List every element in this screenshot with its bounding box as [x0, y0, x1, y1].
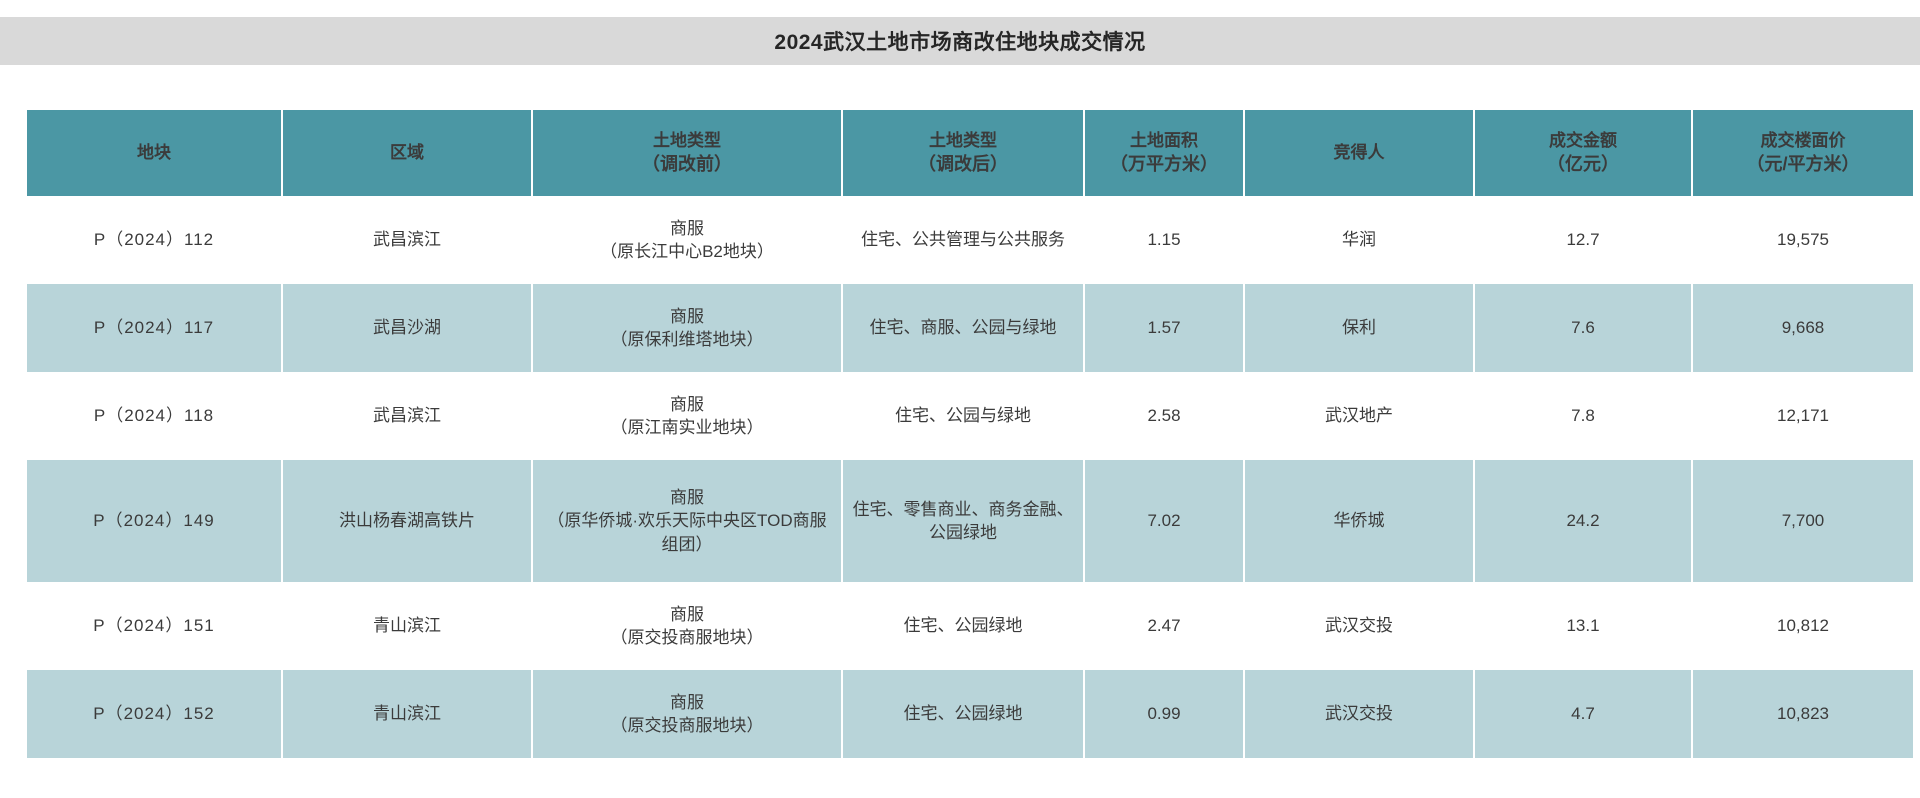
- cell-type-before: 商服 （原保利维塔地块）: [533, 284, 841, 372]
- cell-plot: P（2024）151: [27, 582, 281, 670]
- cell-amount: 7.8: [1475, 372, 1691, 460]
- cell-amount: 7.6: [1475, 284, 1691, 372]
- cell-amount: 12.7: [1475, 196, 1691, 284]
- column-header-buyer-line1: 竞得人: [1333, 143, 1385, 163]
- cell-type-after: 住宅、商服、公园与绿地: [843, 284, 1083, 372]
- column-header-amount: 成交金额 （亿元）: [1475, 110, 1691, 196]
- column-header-type-after-line2: （调改后）: [918, 154, 1008, 175]
- table-row: P（2024）117 武昌沙湖 商服 （原保利维塔地块） 住宅、商服、公园与绿地…: [27, 284, 1913, 372]
- cell-area: 2.47: [1085, 582, 1243, 670]
- cell-type-before-main: 商服: [670, 218, 704, 238]
- cell-district: 青山滨江: [283, 670, 531, 758]
- cell-type-before-main: 商服: [670, 604, 704, 624]
- table-row: P（2024）112 武昌滨江 商服 （原长江中心B2地块） 住宅、公共管理与公…: [27, 196, 1913, 284]
- cell-area: 7.02: [1085, 460, 1243, 582]
- cell-type-after: 住宅、公园绿地: [843, 582, 1083, 670]
- cell-amount: 24.2: [1475, 460, 1691, 582]
- cell-district: 青山滨江: [283, 582, 531, 670]
- cell-type-before-sub: （原保利维塔地块）: [610, 330, 764, 349]
- title-bar: 2024武汉土地市场商改住地块成交情况: [0, 17, 1920, 65]
- page-title: 2024武汉土地市场商改住地块成交情况: [774, 31, 1146, 54]
- cell-floor-price: 10,823: [1693, 670, 1913, 758]
- land-transactions-table: 地块 区域 土地类型 （调改前） 土地类型 （调改后）: [25, 110, 1915, 758]
- cell-type-after: 住宅、公园与绿地: [843, 372, 1083, 460]
- cell-type-before-sub: （原华侨城·欢乐天际中央区TOD商服组团）: [547, 511, 827, 554]
- table-row: P（2024）151 青山滨江 商服 （原交投商服地块） 住宅、公园绿地 2.4…: [27, 582, 1913, 670]
- cell-area: 2.58: [1085, 372, 1243, 460]
- table-header: 地块 区域 土地类型 （调改前） 土地类型 （调改后）: [27, 110, 1913, 196]
- cell-buyer: 武汉交投: [1245, 582, 1473, 670]
- cell-floor-price: 9,668: [1693, 284, 1913, 372]
- column-header-area-line2: （万平方米）: [1110, 154, 1218, 175]
- cell-type-before: 商服 （原江南实业地块）: [533, 372, 841, 460]
- cell-type-after: 住宅、公园绿地: [843, 670, 1083, 758]
- cell-plot: P（2024）149: [27, 460, 281, 582]
- cell-type-before-sub: （原交投商服地块）: [610, 716, 764, 735]
- column-header-buyer: 竞得人: [1245, 110, 1473, 196]
- cell-district: 洪山杨春湖高铁片: [283, 460, 531, 582]
- column-header-amount-line2: （亿元）: [1547, 154, 1619, 175]
- column-header-area: 土地面积 （万平方米）: [1085, 110, 1243, 196]
- cell-amount: 13.1: [1475, 582, 1691, 670]
- cell-amount: 4.7: [1475, 670, 1691, 758]
- cell-area: 1.57: [1085, 284, 1243, 372]
- column-header-floor-price-line1: 成交楼面价: [1760, 130, 1846, 150]
- cell-type-before: 商服 （原交投商服地块）: [533, 670, 841, 758]
- cell-buyer: 武汉交投: [1245, 670, 1473, 758]
- cell-type-before-sub: （原交投商服地块）: [610, 628, 764, 647]
- cell-type-before: 商服 （原交投商服地块）: [533, 582, 841, 670]
- cell-type-before-main: 商服: [670, 394, 704, 414]
- cell-type-before-main: 商服: [670, 487, 704, 507]
- cell-area: 0.99: [1085, 670, 1243, 758]
- table-row: P（2024）152 青山滨江 商服 （原交投商服地块） 住宅、公园绿地 0.9…: [27, 670, 1913, 758]
- cell-floor-price: 12,171: [1693, 372, 1913, 460]
- cell-buyer: 武汉地产: [1245, 372, 1473, 460]
- cell-buyer: 华侨城: [1245, 460, 1473, 582]
- column-header-floor-price-line2: （元/平方米）: [1746, 154, 1860, 175]
- land-transactions-table-container: 地块 区域 土地类型 （调改前） 土地类型 （调改后）: [25, 110, 1913, 758]
- table-body: P（2024）112 武昌滨江 商服 （原长江中心B2地块） 住宅、公共管理与公…: [27, 196, 1913, 758]
- cell-plot: P（2024）117: [27, 284, 281, 372]
- table-header-row: 地块 区域 土地类型 （调改前） 土地类型 （调改后）: [27, 110, 1913, 196]
- column-header-type-before-line1: 土地类型: [653, 130, 721, 150]
- column-header-district-line1: 区域: [390, 143, 424, 163]
- column-header-type-after-line1: 土地类型: [929, 130, 997, 150]
- cell-plot: P（2024）112: [27, 196, 281, 284]
- column-header-type-before-line2: （调改前）: [642, 154, 732, 175]
- cell-type-after: 住宅、公共管理与公共服务: [843, 196, 1083, 284]
- column-header-type-after: 土地类型 （调改后）: [843, 110, 1083, 196]
- cell-district: 武昌滨江: [283, 196, 531, 284]
- cell-district: 武昌滨江: [283, 372, 531, 460]
- column-header-floor-price: 成交楼面价 （元/平方米）: [1693, 110, 1913, 196]
- cell-type-after: 住宅、零售商业、商务金融、公园绿地: [843, 460, 1083, 582]
- table-row: P（2024）149 洪山杨春湖高铁片 商服 （原华侨城·欢乐天际中央区TOD商…: [27, 460, 1913, 582]
- column-header-area-line1: 土地面积: [1130, 130, 1198, 150]
- cell-area: 1.15: [1085, 196, 1243, 284]
- cell-type-before-main: 商服: [670, 692, 704, 712]
- column-header-type-before: 土地类型 （调改前）: [533, 110, 841, 196]
- table-row: P（2024）118 武昌滨江 商服 （原江南实业地块） 住宅、公园与绿地 2.…: [27, 372, 1913, 460]
- cell-type-before: 商服 （原华侨城·欢乐天际中央区TOD商服组团）: [533, 460, 841, 582]
- column-header-amount-line1: 成交金额: [1549, 130, 1617, 150]
- cell-type-before-sub: （原江南实业地块）: [610, 418, 764, 437]
- cell-type-before-sub: （原长江中心B2地块）: [600, 242, 774, 261]
- cell-buyer: 保利: [1245, 284, 1473, 372]
- column-header-plot: 地块: [27, 110, 281, 196]
- cell-floor-price: 7,700: [1693, 460, 1913, 582]
- cell-type-before: 商服 （原长江中心B2地块）: [533, 196, 841, 284]
- cell-plot: P（2024）152: [27, 670, 281, 758]
- cell-floor-price: 10,812: [1693, 582, 1913, 670]
- cell-type-before-main: 商服: [670, 306, 704, 326]
- cell-floor-price: 19,575: [1693, 196, 1913, 284]
- cell-buyer: 华润: [1245, 196, 1473, 284]
- cell-plot: P（2024）118: [27, 372, 281, 460]
- column-header-plot-line1: 地块: [137, 143, 171, 163]
- cell-district: 武昌沙湖: [283, 284, 531, 372]
- column-header-district: 区域: [283, 110, 531, 196]
